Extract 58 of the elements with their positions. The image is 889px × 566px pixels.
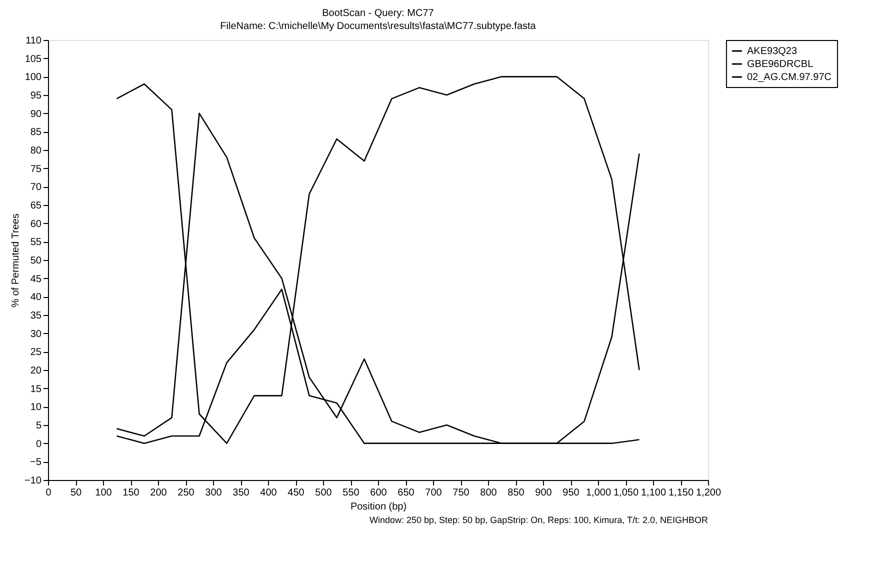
x-tick-label: 50 xyxy=(70,488,82,498)
x-tick-label: 450 xyxy=(288,488,305,498)
y-tick-label: 65 xyxy=(30,200,42,212)
x-tick-label: 100 xyxy=(95,488,112,498)
x-tick-label: 600 xyxy=(370,488,388,498)
x-tick-label: 1,100 xyxy=(640,488,666,498)
y-tick-label: 15 xyxy=(30,384,42,395)
x-tick-label: 250 xyxy=(178,488,195,498)
y-tick-label: 10 xyxy=(30,402,42,414)
x-tick-label: 1,000 xyxy=(586,488,612,498)
x-tick-label: 650 xyxy=(398,488,415,498)
y-tick-label: 95 xyxy=(30,90,42,102)
y-tick-label: 35 xyxy=(30,310,42,322)
x-tick-label: 550 xyxy=(342,488,360,498)
y-tick-label: 40 xyxy=(30,292,42,304)
y-tick-label: 45 xyxy=(30,274,42,285)
legend-label: AKE93Q23 xyxy=(747,46,798,57)
y-tick-label: 110 xyxy=(26,36,42,46)
x-tick-label: 1,200 xyxy=(696,488,722,498)
x-tick-label: 150 xyxy=(122,488,140,498)
y-axis-title: % of Permuted Trees xyxy=(10,214,22,308)
x-tick-label: 950 xyxy=(562,488,580,498)
x-tick-label: 350 xyxy=(232,488,250,498)
y-tick-label: 90 xyxy=(30,108,42,120)
x-tick-label: 1,050 xyxy=(613,488,639,498)
chart-title: BootScan - Query: MC77 xyxy=(322,8,434,19)
x-tick-label: 400 xyxy=(260,488,278,498)
y-tick-label: 105 xyxy=(24,54,42,65)
x-tick-label: 0 xyxy=(46,488,52,498)
y-tick-label: −10 xyxy=(24,476,42,486)
y-tick-label: 75 xyxy=(30,164,42,175)
y-tick-label: 30 xyxy=(30,328,42,340)
chart-subtitle: FileName: C:\michelle\My Documents\results\fasta\MC77.subtype.fasta xyxy=(220,21,536,32)
y-tick-label: 25 xyxy=(30,347,42,358)
y-tick-label: 80 xyxy=(30,146,42,156)
x-tick-label: 750 xyxy=(452,488,470,498)
x-tick-label: 200 xyxy=(150,488,168,498)
y-tick-label: 5 xyxy=(36,420,42,432)
y-tick-label: 50 xyxy=(30,256,42,266)
x-tick-label: 1,150 xyxy=(668,488,694,498)
y-tick-label: 70 xyxy=(30,182,42,194)
y-tick-label: −5 xyxy=(30,457,42,468)
x-tick-label: 500 xyxy=(315,488,332,498)
text: Window: 250 bp, Step: 50 bp, GapStrip: On, Reps: 100, Kimura, T/t: 2.0, NEIGHBOR xyxy=(370,515,708,525)
x-tick-label: 850 xyxy=(508,488,525,498)
y-tick-label: 20 xyxy=(30,366,42,376)
y-tick-label: 55 xyxy=(30,237,42,248)
x-tick-label: 900 xyxy=(535,488,552,498)
x-tick-label: 800 xyxy=(480,488,498,498)
y-tick-label: 100 xyxy=(24,72,42,84)
y-tick-label: 85 xyxy=(30,127,42,138)
x-axis-title: Position (bp) xyxy=(350,502,407,512)
legend-label: 02_AG.CM.97.97C xyxy=(747,72,832,83)
x-tick-label: 700 xyxy=(425,488,442,498)
y-tick-label: 60 xyxy=(30,218,42,230)
legend-label: GBE96DRCBL xyxy=(747,59,814,70)
y-tick-label: 0 xyxy=(36,438,42,450)
x-tick-label: 300 xyxy=(205,488,222,498)
